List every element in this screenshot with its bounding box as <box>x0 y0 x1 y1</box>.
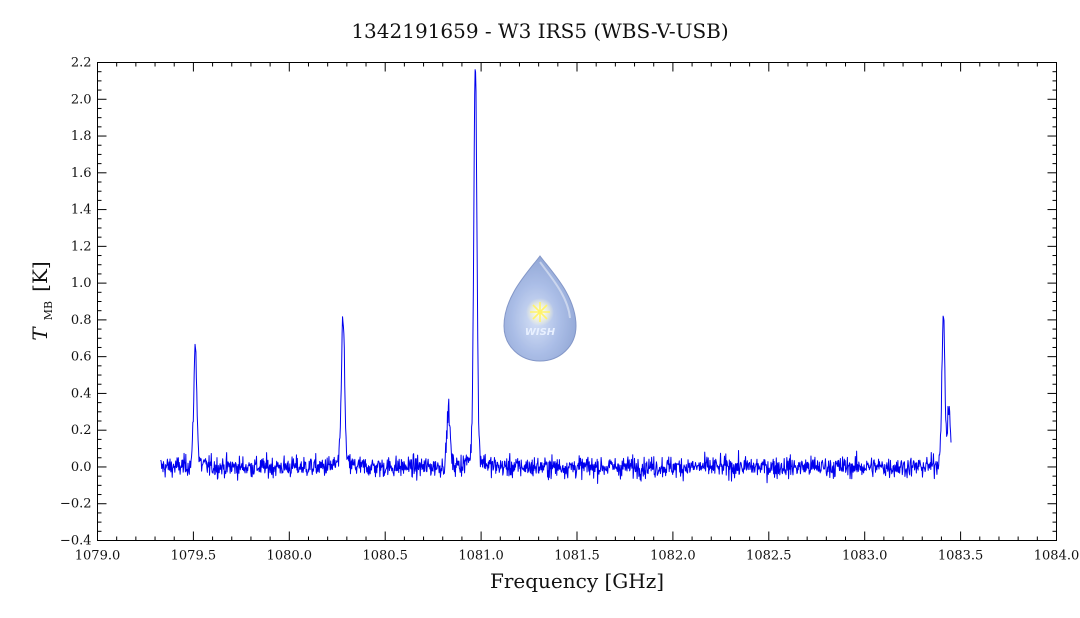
svg-text:T MB [K]: T MB [K] <box>28 261 56 340</box>
y-tick-label: 1.2 <box>71 239 92 254</box>
wish-watermark: WISH <box>503 255 577 362</box>
x-tick-label: 1081.0 <box>458 549 504 564</box>
x-tick-label: 1083.0 <box>842 549 888 564</box>
x-tick-label: 1081.5 <box>554 549 600 564</box>
y-axis-label-main: T <box>28 326 52 341</box>
x-tick-label: 1079.0 <box>75 549 121 564</box>
y-tick-label: 2.0 <box>71 92 92 107</box>
plot-area <box>160 69 952 484</box>
y-tick-label: 1.0 <box>71 276 92 291</box>
x-axis: 1079.0 1079.5 1080.0 1080.5 1081.0 1081.5 1082… <box>75 62 1080 564</box>
y-tick-label: 1.8 <box>71 129 92 144</box>
y-tick-label: 0.2 <box>71 423 92 438</box>
y-tick-label: −0.2 <box>60 497 92 512</box>
y-tick-label: −0.4 <box>60 534 92 549</box>
y-axis-label-unit: [K] <box>28 261 52 292</box>
y-tick-label: 0.4 <box>71 386 92 401</box>
y-tick-label: 0.8 <box>71 313 92 328</box>
wish-label: WISH <box>525 327 556 338</box>
x-tick-label: 1084.0 <box>1034 549 1080 564</box>
y-axis-label: T MB [K] <box>28 261 56 340</box>
x-tick-label: 1082.0 <box>650 549 696 564</box>
x-tick-label: 1082.5 <box>746 549 792 564</box>
y-axis-label-sub: MB <box>42 301 55 320</box>
y-axis: −0.4 −0.2 0.0 0.2 0.4 0.6 0.8 1.0 1.2 1.4 1.6 1.8 2.… <box>60 56 1057 549</box>
y-tick-label: 1.6 <box>71 166 92 181</box>
x-tick-label: 1083.5 <box>938 549 984 564</box>
x-tick-label: 1080.0 <box>267 549 313 564</box>
x-tick-label: 1079.5 <box>171 549 217 564</box>
y-tick-label: 1.4 <box>71 203 92 218</box>
y-tick-label: 0.0 <box>71 460 92 475</box>
x-tick-label: 1080.5 <box>362 549 408 564</box>
chart-title: 1342191659 - W3 IRS5 (WBS-V-USB) <box>351 19 728 43</box>
x-axis-label: Frequency [GHz] <box>490 569 664 593</box>
y-tick-label: 2.2 <box>71 56 92 71</box>
y-tick-label: 0.6 <box>71 350 92 365</box>
spectrum-line <box>160 69 952 484</box>
